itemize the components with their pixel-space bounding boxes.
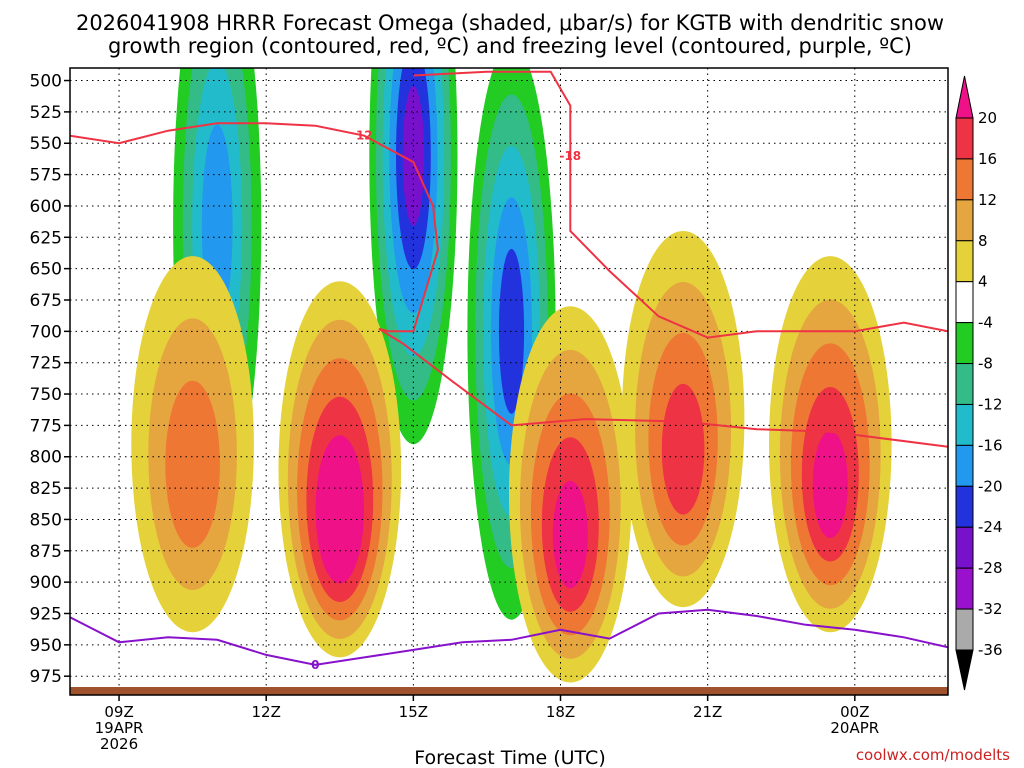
y-tick-label-900: 900 — [30, 573, 62, 593]
omega-contour-updraft-1500--24 — [402, 85, 425, 226]
y-tick-label-525: 525 — [30, 103, 62, 123]
y-tick-label-575: 575 — [30, 166, 62, 186]
omega-contour-sink-1000-12 — [165, 380, 220, 548]
colorbar-segment--24-to--28 — [955, 526, 974, 569]
colorbar-segment-20-to-16 — [955, 117, 974, 160]
ground-strip — [70, 687, 948, 695]
x-tick-date-00Z: 20APR — [830, 719, 879, 737]
colorbar-label-8: 8 — [978, 232, 988, 250]
freezing-level-contour — [70, 608, 948, 666]
omega-contour-sink-1800-20 — [552, 480, 588, 589]
colorbar-label--20: -20 — [978, 477, 1003, 495]
colorbar-label--28: -28 — [978, 559, 1003, 577]
colorbar-label-16: 16 — [978, 150, 997, 168]
colorbar-label--4: -4 — [978, 314, 993, 332]
freezing-level-label: 0 — [311, 658, 319, 672]
x-tick-label-09Z: 09Z — [104, 703, 133, 721]
colorbar-segment-8-to-4 — [955, 240, 974, 283]
y-tick-label-700: 700 — [30, 322, 62, 342]
colorbar-segment-16-to-12 — [955, 158, 974, 201]
y-tick-label-600: 600 — [30, 197, 62, 217]
colorbar-top-triangle — [955, 75, 974, 119]
chart-title-line2: growth region (contoured, red, ºC) and f… — [108, 34, 912, 58]
y-tick-label-950: 950 — [30, 636, 62, 656]
colorbar-label--16: -16 — [978, 436, 1003, 454]
y-tick-label-550: 550 — [30, 134, 62, 154]
dgz-contour--18 — [413, 70, 948, 339]
omega-contour-sink-2330-20 — [812, 430, 848, 538]
y-tick-label-775: 775 — [30, 416, 62, 436]
colorbar-label--12: -12 — [978, 395, 1003, 413]
y-tick-label-725: 725 — [30, 354, 62, 374]
colorbar-segment--8-to--12 — [955, 363, 974, 405]
x-tick-date-09Z: 19APR — [95, 719, 144, 737]
x-axis-label: Forecast Time (UTC) — [414, 747, 605, 768]
colorbar-bottom-triangle — [955, 649, 974, 691]
y-tick-label-825: 825 — [30, 479, 62, 499]
colorbar-segment--28-to--32 — [955, 567, 974, 610]
y-axis: 500 525 550 575 600 625 650 675 700 725 750 775 800 8… — [30, 72, 70, 687]
y-tick-label-875: 875 — [30, 542, 62, 562]
credit-text: coolwx.com/modelts — [856, 746, 1010, 764]
y-tick-label-500: 500 — [30, 72, 62, 92]
dgz-contour-label--18: -18 — [559, 149, 581, 163]
x-tick-label-00Z: 00Z — [840, 703, 869, 721]
omega-shading — [131, 68, 892, 683]
x-tick-label-21Z: 21Z — [693, 703, 722, 721]
colorbar-segment-12-to-8 — [955, 199, 974, 242]
plot-frame — [69, 67, 949, 696]
y-tick-label-675: 675 — [30, 291, 62, 311]
colorbar-label--8: -8 — [978, 355, 993, 373]
chart-title-line1: 2026041908 HRRR Forecast Omega (shaded, … — [76, 11, 944, 35]
dgz-contour-12 — [70, 122, 948, 448]
colorbar-label-12: 12 — [978, 191, 997, 209]
colorbar-label--36: -36 — [978, 641, 1003, 659]
contour-lines: 12 -18 0 — [70, 70, 948, 672]
colorbar-segment--32-to--36 — [955, 608, 974, 651]
y-tick-label-850: 850 — [30, 510, 62, 530]
colorbar-label--32: -32 — [978, 600, 1003, 618]
colorbar-segment--4-to--8 — [955, 322, 974, 365]
y-tick-label-625: 625 — [30, 228, 62, 248]
omega-contour-sink-2030-16 — [661, 383, 705, 515]
y-tick-label-975: 975 — [30, 667, 62, 687]
colorbar-segment--16-to--20 — [955, 444, 974, 487]
x-tick-year-09Z: 2026 — [100, 735, 138, 753]
colorbar-segment--12-to--16 — [955, 403, 974, 446]
colorbar-segment-4-to--4 — [955, 281, 974, 324]
colorbar-label--24: -24 — [978, 518, 1003, 536]
y-tick-label-750: 750 — [30, 385, 62, 405]
colorbar-segment--20-to--24 — [955, 485, 974, 528]
y-tick-label-650: 650 — [30, 260, 62, 280]
x-tick-label-12Z: 12Z — [252, 703, 281, 721]
x-tick-label-15Z: 15Z — [399, 703, 428, 721]
colorbar-label-4: 4 — [978, 273, 988, 291]
colorbar-label-20: 20 — [978, 109, 997, 127]
dgz-contour-label-12: 12 — [356, 129, 373, 143]
y-tick-label-800: 800 — [30, 448, 62, 468]
y-tick-label-925: 925 — [30, 604, 62, 624]
x-tick-label-18Z: 18Z — [546, 703, 575, 721]
colorbar: 20 16 12 8 4 -4 -8 -12 -16 -20 -24 -28 -32 -36 — [955, 75, 1003, 691]
